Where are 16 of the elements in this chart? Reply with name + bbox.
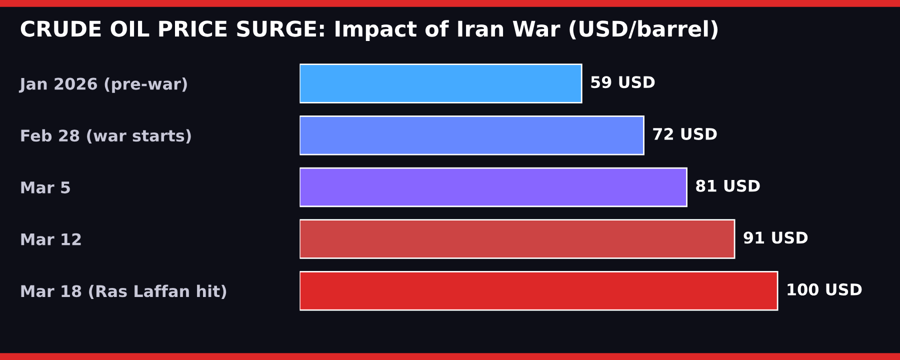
bar: [300, 219, 736, 259]
bar: [300, 167, 688, 208]
bar: [300, 271, 778, 311]
data-label: 59 USD: [591, 76, 655, 88]
data-label: 100 USD: [788, 283, 862, 296]
data-label: 72 USD: [653, 128, 717, 140]
bar: [300, 64, 582, 104]
y-tick-label: Jan 2026 (pre-war): [18, 77, 187, 93]
chart-title: CRUDE OIL PRICE SURGE: Impact of Iran War (USD/barrel): [20, 20, 718, 42]
data-label: 91 USD: [744, 232, 808, 244]
y-tick-label: Mar 5: [21, 182, 70, 194]
y-tick-label: Mar 18 (Ras Laffan hit): [21, 284, 226, 300]
data-label: 81 USD: [696, 180, 760, 192]
y-tick-label: Feb 28 (war starts): [21, 129, 191, 144]
bar: [300, 115, 644, 156]
y-tick-label: Mar 12: [21, 233, 81, 246]
